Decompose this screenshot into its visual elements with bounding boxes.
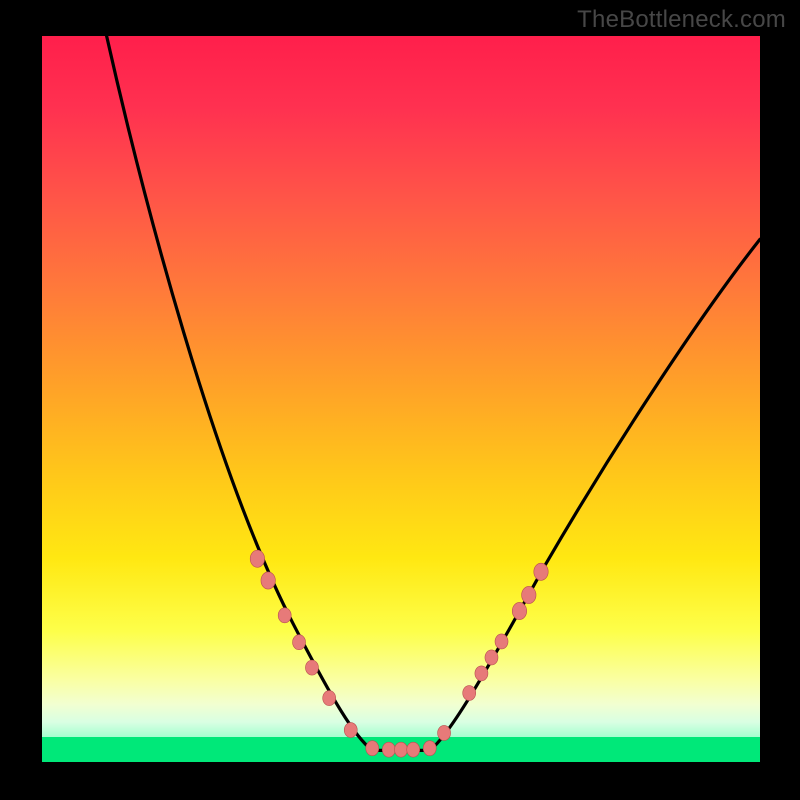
- chart-root: TheBottleneck.com: [0, 0, 800, 800]
- chart-background-gradient: [42, 36, 760, 762]
- watermark-text: TheBottleneck.com: [577, 6, 786, 34]
- chart-green-band: [42, 737, 760, 762]
